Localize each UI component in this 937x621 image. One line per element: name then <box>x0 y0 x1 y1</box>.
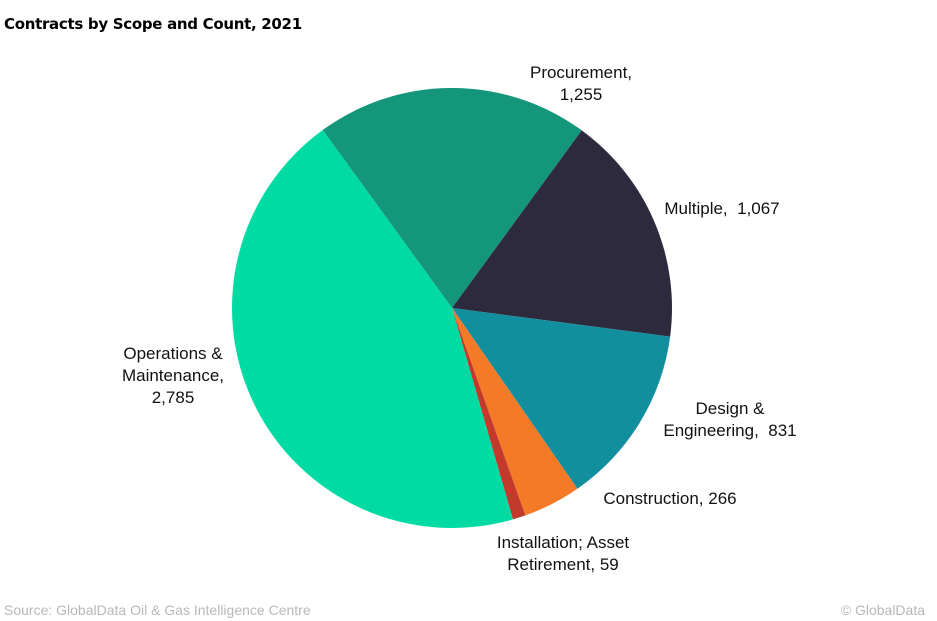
pie-slice-operations-maintenance <box>232 130 513 528</box>
slice-label: Design & Engineering, 831 <box>663 399 797 440</box>
slice-label: Installation; Asset Retirement, 59 <box>496 533 630 574</box>
chart-title: Contracts by Scope and Count, 2021 <box>4 15 302 33</box>
slice-label: Procurement, 1,255 <box>529 63 633 104</box>
slice-label: Construction, 266 <box>603 489 737 508</box>
slice-label: Multiple, 1,067 <box>664 199 780 218</box>
source-note: Source: GlobalData Oil & Gas Intelligenc… <box>4 602 311 618</box>
pie-slice-design-engineering <box>452 308 671 489</box>
pie-slice-installation-asset-retirement <box>452 308 526 520</box>
copyright-note: © GlobalData <box>840 602 925 618</box>
pie-slice-multiple <box>452 130 672 337</box>
slice-label: Operations & Maintenance, 2,785 <box>121 344 225 407</box>
pie-slice-procurement <box>322 88 582 308</box>
pie-slice-construction <box>452 308 578 516</box>
